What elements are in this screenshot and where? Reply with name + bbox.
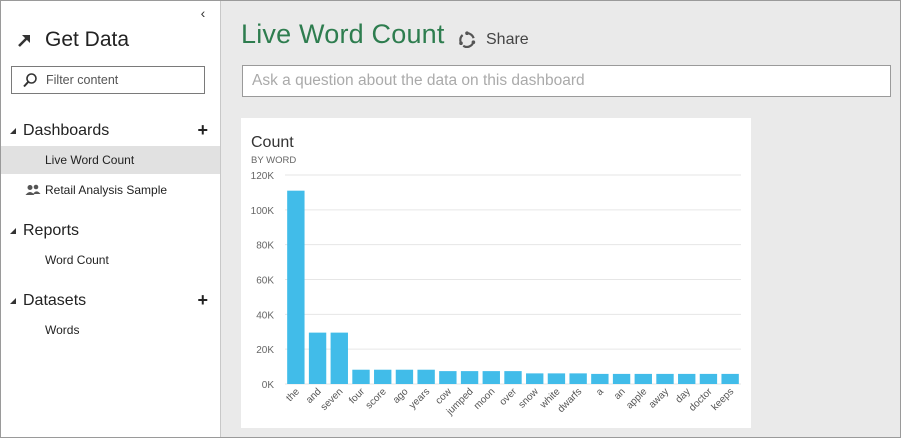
- collapse-sidebar-button[interactable]: ‹: [196, 5, 210, 21]
- bar-doctor: [700, 374, 717, 384]
- chart-title: Count: [251, 134, 294, 151]
- search-icon: [22, 72, 38, 88]
- x-tick-label: years: [407, 386, 432, 411]
- bar-chart: Count BY WORD 0K 20K 40K 60K 80K 100K 120K the an d…: [241, 118, 751, 428]
- datasets-label: Datasets: [23, 292, 86, 310]
- chart-subtitle: BY WORD: [251, 155, 296, 166]
- bar-jumped: [461, 371, 478, 384]
- bar-keeps: [721, 374, 738, 384]
- datasets-section-header[interactable]: Datasets +: [1, 288, 220, 314]
- bar-away: [656, 374, 673, 384]
- filter-input[interactable]: [46, 73, 196, 87]
- y-tick-label: 20K: [256, 345, 274, 356]
- bar-years: [417, 370, 434, 384]
- dashboards-section-header[interactable]: Dashboards +: [1, 118, 220, 144]
- y-tick-label: 120K: [251, 171, 275, 182]
- x-tick-label: a: [594, 386, 606, 398]
- x-tick-label: over: [498, 386, 520, 408]
- share-icon: [458, 31, 476, 49]
- chart-tile[interactable]: Count BY WORD 0K 20K 40K 60K 80K 100K 120K the an d…: [241, 118, 751, 428]
- x-tick-label: the: [284, 386, 302, 404]
- bar-and: [309, 333, 326, 384]
- bar-four: [352, 370, 369, 384]
- bar-an: [613, 374, 630, 384]
- x-tick-label: dwarfs: [556, 386, 585, 415]
- sidebar-item-label: Words: [45, 323, 79, 337]
- bar-a: [591, 374, 608, 384]
- sidebar: ‹ Get Data Dashboards + Live Word Count: [1, 1, 221, 437]
- x-tick-label: doctor: [687, 386, 715, 414]
- share-button[interactable]: Share: [458, 31, 529, 49]
- get-data-button[interactable]: Get Data: [15, 27, 129, 53]
- qa-box[interactable]: [242, 65, 891, 97]
- x-tick-label: keeps: [710, 386, 737, 413]
- y-tick-label: 60K: [256, 276, 274, 287]
- sidebar-item-word-count[interactable]: Word Count: [1, 246, 220, 274]
- reports-label: Reports: [23, 222, 79, 240]
- dashboards-label: Dashboards: [23, 122, 109, 140]
- bar-snow: [526, 373, 543, 384]
- sidebar-item-live-word-count[interactable]: Live Word Count: [1, 146, 220, 174]
- y-tick-label: 100K: [251, 206, 275, 217]
- bar-ago: [396, 370, 413, 384]
- collapse-triangle-icon: [10, 228, 16, 234]
- add-dataset-button[interactable]: +: [197, 290, 208, 310]
- x-tick-label: away: [647, 386, 671, 410]
- bar-day: [678, 374, 695, 384]
- x-tick-label: snow: [517, 386, 542, 411]
- bar-moon: [483, 371, 500, 384]
- arrow-up-right-icon: [15, 30, 35, 50]
- x-tick-label: an: [612, 386, 628, 402]
- bar-apple: [635, 374, 652, 384]
- qa-input[interactable]: [252, 72, 872, 90]
- sidebar-item-label: Retail Analysis Sample: [45, 183, 167, 197]
- sidebar-item-retail-analysis-sample[interactable]: Retail Analysis Sample: [1, 176, 220, 204]
- y-tick-label: 40K: [256, 310, 274, 321]
- get-data-label: Get Data: [45, 28, 129, 52]
- y-tick-label: 80K: [256, 241, 274, 252]
- bar-dwarfs: [569, 373, 586, 384]
- bar-seven: [331, 333, 348, 384]
- filter-box[interactable]: [11, 66, 205, 94]
- sidebar-item-words[interactable]: Words: [1, 316, 220, 344]
- sidebar-item-label: Word Count: [45, 253, 109, 267]
- add-dashboard-button[interactable]: +: [197, 120, 208, 140]
- x-tick-label: moon: [472, 386, 497, 411]
- bar-over: [504, 371, 521, 384]
- sidebar-item-label: Live Word Count: [45, 153, 134, 167]
- y-tick-label: 0K: [262, 380, 275, 391]
- collapse-triangle-icon: [10, 128, 16, 134]
- bar-white: [548, 373, 565, 384]
- page-title: Live Word Count: [241, 19, 445, 50]
- bar-the: [287, 191, 304, 384]
- bar-cow: [439, 371, 456, 384]
- x-tick-label: apple: [624, 386, 649, 411]
- share-label: Share: [486, 31, 529, 49]
- x-tick-label: score: [364, 386, 389, 411]
- shared-users-icon: [25, 184, 41, 196]
- bar-score: [374, 370, 391, 384]
- reports-section-header[interactable]: Reports: [1, 218, 220, 244]
- x-tick-label: seven: [319, 386, 346, 413]
- collapse-triangle-icon: [10, 298, 16, 304]
